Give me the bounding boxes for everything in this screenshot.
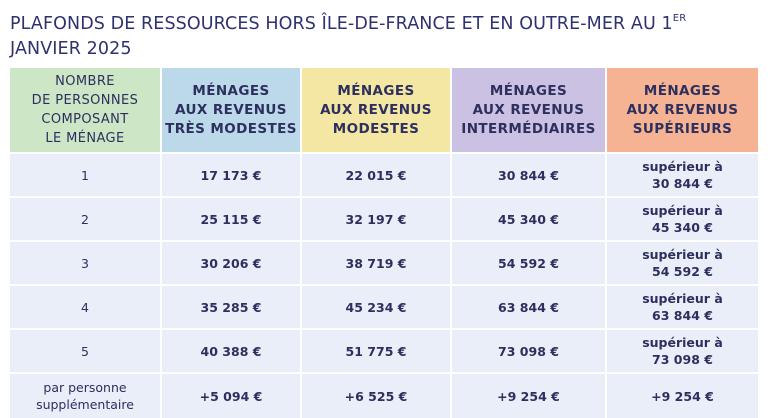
- cell-line: 45 340 €: [652, 220, 713, 235]
- cell-line: 51 775 €: [345, 343, 407, 359]
- title-text: PLAFONDS DE RESSOURCES HORS ÎLE-DE-FRANC…: [10, 14, 673, 34]
- cell-line: +9 254 €: [651, 388, 714, 404]
- table-cell: 63 844 €: [452, 286, 605, 328]
- cell-line: 54 592 €: [498, 255, 559, 271]
- table-cell: 35 285 €: [162, 286, 300, 328]
- cell-line: LE MÉNAGE: [45, 131, 125, 146]
- cell-line: MODESTES: [332, 120, 420, 137]
- cell-line: AUX REVENUS: [175, 101, 287, 118]
- cell-line: DE PERSONNES: [31, 93, 139, 108]
- cell-line: 63 844 €: [652, 308, 713, 323]
- cell-line: 4: [81, 299, 89, 315]
- table-cell: 5: [10, 330, 160, 372]
- cell-line: +9 254 €: [497, 388, 560, 404]
- cell-line: AUX REVENUS: [626, 101, 739, 118]
- table-cell: par personne supplémentaire: [10, 374, 160, 418]
- table-cell: 22 015 €: [302, 154, 450, 196]
- cell-line: TRÈS MODESTES: [165, 120, 297, 137]
- table-cell: +9 254 €: [452, 374, 605, 418]
- cell-line: 30 206 €: [200, 255, 262, 271]
- cell-line: MÉNAGES: [489, 82, 568, 99]
- cell-line: +6 525 €: [344, 388, 408, 404]
- cell-line: AUX REVENUS: [320, 101, 432, 118]
- table-cell: 17 173 €: [162, 154, 300, 196]
- title-line2: JANVIER 2025: [10, 39, 132, 59]
- cell-line: SUPÉRIEURS: [632, 120, 733, 137]
- cell-line: supérieur à: [642, 291, 723, 306]
- table-cell: 45 340 €: [452, 198, 605, 240]
- cell-line: 30 844 €: [652, 176, 713, 191]
- header-cell: MÉNAGES AUX REVENUS TRÈS MODESTES: [162, 68, 300, 152]
- table-cell: 2: [10, 198, 160, 240]
- cell-line: NOMBRE: [55, 74, 115, 89]
- cell-line: supérieur à: [642, 335, 723, 350]
- cell-line: 73 098 €: [498, 343, 559, 359]
- cell-line: 73 098 €: [652, 352, 713, 367]
- cell-line: 5: [81, 343, 89, 359]
- cell-line: 3: [81, 255, 89, 271]
- cell-line: 17 173 €: [200, 167, 262, 183]
- cell-line: 30 844 €: [498, 167, 559, 183]
- cell-line: 1: [81, 167, 89, 183]
- cell-line: 38 719 €: [345, 255, 407, 271]
- cell-line: 2: [81, 211, 89, 227]
- cell-line: MÉNAGES: [643, 82, 722, 99]
- header-cell: MÉNAGES AUX REVENUS INTERMÉDIAIRES: [452, 68, 605, 152]
- table-cell: 30 844 €: [452, 154, 605, 196]
- cell-line: 22 015 €: [345, 167, 407, 183]
- table-cell: supérieur à 30 844 €: [607, 154, 758, 196]
- cell-line: 40 388 €: [200, 343, 262, 359]
- cell-line: 32 197 €: [345, 211, 407, 227]
- cell-line: 54 592 €: [652, 264, 713, 279]
- table-cell: 54 592 €: [452, 242, 605, 284]
- title: PLAFONDS DE RESSOURCES HORS ÎLE-DE-FRANC…: [10, 6, 686, 62]
- cell-line: 63 844 €: [498, 299, 559, 315]
- cell-line: 45 234 €: [345, 299, 407, 315]
- table-cell: supérieur à 73 098 €: [607, 330, 758, 372]
- table-cell: 51 775 €: [302, 330, 450, 372]
- table-cell: supérieur à 54 592 €: [607, 242, 758, 284]
- cell-line: par personne: [43, 380, 127, 395]
- table-cell: 40 388 €: [162, 330, 300, 372]
- cell-line: supérieur à: [642, 159, 723, 174]
- table-cell: 73 098 €: [452, 330, 605, 372]
- cell-line: 45 340 €: [498, 211, 559, 227]
- title-sup: ER: [672, 13, 687, 24]
- table-cell: 38 719 €: [302, 242, 450, 284]
- table-cell: +6 525 €: [302, 374, 450, 418]
- table-cell: 1: [10, 154, 160, 196]
- table-cell: 32 197 €: [302, 198, 450, 240]
- cell-line: AUX REVENUS: [472, 101, 585, 118]
- cell-line: supplémentaire: [36, 397, 134, 412]
- header-cell: MÉNAGES AUX REVENUS SUPÉRIEURS: [607, 68, 758, 152]
- cell-line: +5 094 €: [199, 388, 263, 404]
- cell-line: 35 285 €: [200, 299, 262, 315]
- cell-line: supérieur à: [642, 203, 723, 218]
- cell-line: COMPOSANT: [41, 112, 129, 127]
- table-cell: 45 234 €: [302, 286, 450, 328]
- table-cell: 3: [10, 242, 160, 284]
- cell-line: MÉNAGES: [192, 82, 270, 99]
- table-cell: +5 094 €: [162, 374, 300, 418]
- table-cell: 4: [10, 286, 160, 328]
- header-cell: MÉNAGES AUX REVENUS MODESTES: [302, 68, 450, 152]
- cell-line: INTERMÉDIAIRES: [461, 120, 596, 137]
- table-cell: supérieur à 63 844 €: [607, 286, 758, 328]
- cell-line: MÉNAGES: [337, 82, 415, 99]
- table: NOMBRE DE PERSONNES COMPOSANT LE MÉNAGE MÉNA…: [10, 68, 758, 418]
- cell-line: 25 115 €: [200, 211, 262, 227]
- table-cell: +9 254 €: [607, 374, 758, 418]
- header-cell: NOMBRE DE PERSONNES COMPOSANT LE MÉNAGE: [10, 68, 160, 152]
- table-cell: 30 206 €: [162, 242, 300, 284]
- cell-line: supérieur à: [642, 247, 723, 262]
- table-cell: 25 115 €: [162, 198, 300, 240]
- table-cell: supérieur à 45 340 €: [607, 198, 758, 240]
